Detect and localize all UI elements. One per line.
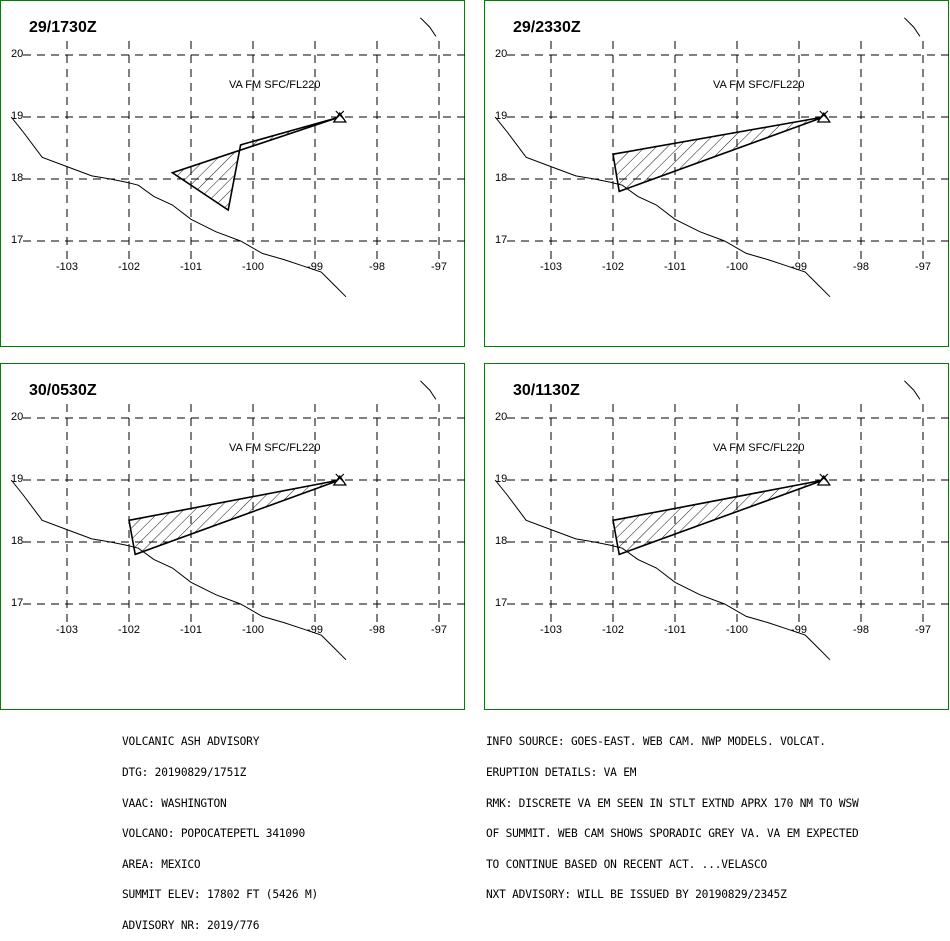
lon-label: -102 <box>117 624 141 636</box>
advisory-line: ERUPTION DETAILS: VA EM <box>486 766 637 779</box>
map-canvas <box>10 17 466 298</box>
ash-cloud-polygon <box>128 479 341 556</box>
ash-cloud-polygon <box>612 116 825 193</box>
advisory-line: INFO SOURCE: GOES-EAST. WEB CAM. NWP MOD… <box>486 735 826 749</box>
advisory-line: AREA: MEXICO <box>122 857 201 871</box>
lat-label: 17 <box>11 234 24 246</box>
volcano-icon <box>332 473 348 486</box>
lat-label: 18 <box>11 535 24 547</box>
lon-label: -99 <box>791 624 807 636</box>
va-level-label: VA FM SFC/FL220 <box>229 79 321 91</box>
coastline <box>904 380 921 400</box>
lon-label: -99 <box>791 261 807 273</box>
coastline <box>494 479 831 661</box>
lon-label: -102 <box>117 261 141 273</box>
va-level-label: VA FM SFC/FL220 <box>713 442 805 454</box>
lat-label: 17 <box>11 597 24 609</box>
volcano-icon <box>816 110 832 123</box>
lat-label: 19 <box>11 473 24 485</box>
lon-label: -103 <box>539 261 563 273</box>
lat-label: 20 <box>11 411 24 423</box>
map-panel: 29/1730Z VA FM SFC/FL220 20 19 18 17 -10… <box>0 0 466 347</box>
coastline <box>420 380 437 400</box>
lon-label: -102 <box>601 261 625 273</box>
advisory-line: VOLCANO: POPOCATEPETL 341090 <box>122 827 305 841</box>
lon-label: -101 <box>663 261 687 273</box>
panel-time: 29/2330Z <box>513 19 581 36</box>
lat-label: 20 <box>495 411 508 423</box>
lon-label: -97 <box>431 261 447 273</box>
lon-label: -103 <box>55 624 79 636</box>
lon-label: -98 <box>369 261 385 273</box>
lon-label: -100 <box>725 261 749 273</box>
map-canvas <box>10 380 466 661</box>
volcano-icon <box>816 473 832 486</box>
map-panel: 30/0530Z VA FM SFC/FL220 20 19 18 17 -10… <box>0 363 466 710</box>
lat-label: 18 <box>11 172 24 184</box>
map-panel: 29/2330Z VA FM SFC/FL220 20 19 18 17 -10… <box>484 0 950 347</box>
panel-time: 29/1730Z <box>29 19 97 36</box>
map-canvas <box>494 17 950 298</box>
lat-label: 18 <box>495 535 508 547</box>
coastline <box>904 17 921 37</box>
volcano-icon <box>332 110 348 123</box>
lon-label: -99 <box>307 624 323 636</box>
map-panel: 30/1130Z VA FM SFC/FL220 20 19 18 17 -10… <box>484 363 950 710</box>
panel-time: 30/1130Z <box>513 382 580 399</box>
va-level-label: VA FM SFC/FL220 <box>229 442 321 454</box>
lon-label: -98 <box>853 624 869 636</box>
lon-label: -97 <box>915 261 931 273</box>
lat-label: 19 <box>495 110 508 122</box>
advisory-remarks-block: INFO SOURCE: GOES-EAST. WEB CAM. NWP MOD… <box>486 717 859 911</box>
ash-cloud-polygon <box>170 116 341 212</box>
lat-label: 17 <box>495 597 508 609</box>
advisory-header-block: VOLCANIC ASH ADVISORY DTG: 20190829/1751… <box>122 717 318 941</box>
lat-label: 19 <box>495 473 508 485</box>
lat-label: 20 <box>495 48 508 60</box>
lon-label: -98 <box>853 261 869 273</box>
lon-label: -100 <box>241 261 265 273</box>
advisory-line: OF SUMMIT. WEB CAM SHOWS SPORADIC GREY V… <box>486 827 859 841</box>
lon-label: -98 <box>369 624 385 636</box>
coastline <box>10 116 347 298</box>
lon-label: -102 <box>601 624 625 636</box>
lat-label: 18 <box>495 172 508 184</box>
lon-label: -99 <box>307 261 323 273</box>
advisory-line: SUMMIT ELEV: 17802 FT (5426 M) <box>122 888 319 902</box>
advisory-line: VAAC: WASHINGTON <box>122 796 227 810</box>
va-level-label: VA FM SFC/FL220 <box>713 79 805 91</box>
advisory-line: TO CONTINUE BASED ON RECENT ACT. ...VELA… <box>486 857 768 871</box>
lon-label: -100 <box>241 624 265 636</box>
lon-label: -97 <box>431 624 447 636</box>
advisory-line: DTG: 20190829/1751Z <box>122 766 247 779</box>
advisory-line: RMK: DISCRETE VA EM SEEN IN STLT EXTND A… <box>486 796 859 810</box>
lat-label: 20 <box>11 48 24 60</box>
lon-label: -103 <box>539 624 563 636</box>
ash-cloud-polygon <box>612 479 825 556</box>
coastline <box>420 17 437 37</box>
advisory-line: ADVISORY NR: 2019/776 <box>122 918 260 932</box>
lat-label: 19 <box>11 110 24 122</box>
advisory-line: VOLCANIC ASH ADVISORY <box>122 735 260 749</box>
lat-label: 17 <box>495 234 508 246</box>
advisory-line: NXT ADVISORY: WILL BE ISSUED BY 20190829… <box>486 888 787 902</box>
map-canvas <box>494 380 950 661</box>
lon-label: -101 <box>179 624 203 636</box>
lon-label: -103 <box>55 261 79 273</box>
lon-label: -101 <box>663 624 687 636</box>
coastline <box>494 116 831 298</box>
coastline <box>10 479 347 661</box>
lon-label: -97 <box>915 624 931 636</box>
panel-time: 30/0530Z <box>29 382 97 399</box>
lon-label: -101 <box>179 261 203 273</box>
lon-label: -100 <box>725 624 749 636</box>
